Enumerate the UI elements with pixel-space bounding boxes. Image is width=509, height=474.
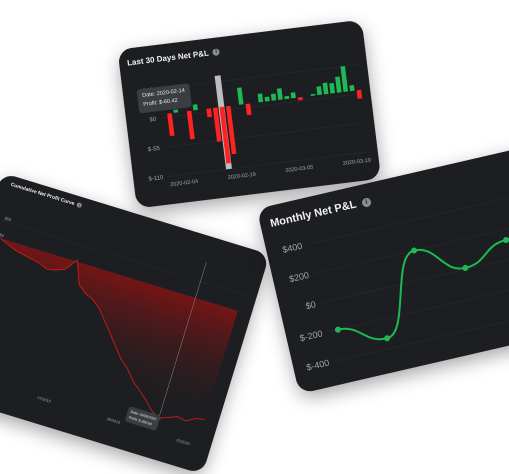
x-tick-label: 07/2019 bbox=[37, 396, 51, 404]
y-tick-label: $200 bbox=[288, 270, 310, 284]
x-tick-label: 2020-02-19 bbox=[227, 172, 256, 181]
bar bbox=[284, 95, 290, 100]
grid-line bbox=[307, 187, 509, 245]
bar bbox=[335, 76, 342, 93]
bar bbox=[349, 84, 355, 92]
data-point bbox=[334, 326, 341, 333]
area-fill bbox=[0, 238, 238, 421]
last-30-days-chart: $45$0$-55$-1102020-02-042020-02-192020-0… bbox=[142, 64, 372, 188]
grid-line bbox=[1, 220, 249, 297]
bar bbox=[290, 92, 296, 99]
y-tick-label: $0 bbox=[0, 232, 5, 238]
grid-line bbox=[321, 246, 509, 303]
x-tick-label: 2020-03-19 bbox=[343, 158, 372, 167]
bar bbox=[356, 89, 363, 99]
data-point bbox=[384, 335, 391, 342]
bar bbox=[297, 97, 303, 101]
grid-line bbox=[156, 64, 360, 90]
data-point bbox=[462, 264, 469, 271]
monthly-chart: $400 $200 $0 $-200 $-400 bbox=[281, 187, 509, 373]
bar bbox=[276, 88, 283, 100]
bar bbox=[167, 113, 175, 137]
y-tick-label: $50 bbox=[4, 216, 13, 223]
y-tick-label: $0 bbox=[149, 117, 157, 124]
x-tick-label: 2020-03-05 bbox=[285, 165, 314, 174]
grid-line bbox=[328, 275, 509, 333]
grid-line bbox=[167, 151, 370, 177]
y-tick-label: $-55 bbox=[148, 146, 161, 153]
bar bbox=[236, 87, 244, 105]
y-tick-label: $0 bbox=[305, 299, 317, 311]
bar bbox=[186, 110, 195, 140]
bar bbox=[270, 93, 277, 101]
bar bbox=[212, 107, 222, 142]
bar bbox=[340, 66, 349, 92]
y-tick-label: $400 bbox=[281, 241, 303, 255]
bar bbox=[257, 93, 264, 103]
bar bbox=[173, 109, 179, 113]
data-point bbox=[411, 247, 418, 254]
bar bbox=[264, 96, 270, 102]
x-tick-label: 2020-02-04 bbox=[170, 179, 199, 188]
monthly-card: Monthly Net P&L i $400 $200 $0 $-200 $-400 bbox=[256, 141, 509, 394]
bar bbox=[329, 82, 336, 94]
grid-line bbox=[334, 304, 509, 362]
y-tick-label: $-200 bbox=[299, 328, 324, 343]
grid-line bbox=[314, 216, 509, 274]
bar bbox=[316, 86, 322, 96]
bar bbox=[192, 104, 198, 111]
bar bbox=[206, 108, 212, 118]
y-tick-label: $-110 bbox=[148, 175, 164, 183]
x-tick-label: 09/2019 bbox=[106, 417, 120, 425]
last-30-days-card: Last 30 Days Net P&Li $45$0$-55$-1102020… bbox=[117, 19, 382, 209]
grid-line bbox=[160, 93, 363, 119]
bar bbox=[245, 103, 252, 116]
monthly-line bbox=[337, 200, 509, 341]
bar bbox=[322, 82, 329, 95]
y-tick-label: $-400 bbox=[306, 358, 331, 373]
cursor-line bbox=[156, 262, 207, 425]
bar bbox=[219, 106, 231, 164]
x-tick-label: 03/2020 bbox=[176, 438, 190, 446]
bar bbox=[310, 93, 316, 96]
data-point bbox=[503, 237, 509, 244]
bar bbox=[225, 105, 237, 155]
grid-line bbox=[163, 122, 367, 148]
